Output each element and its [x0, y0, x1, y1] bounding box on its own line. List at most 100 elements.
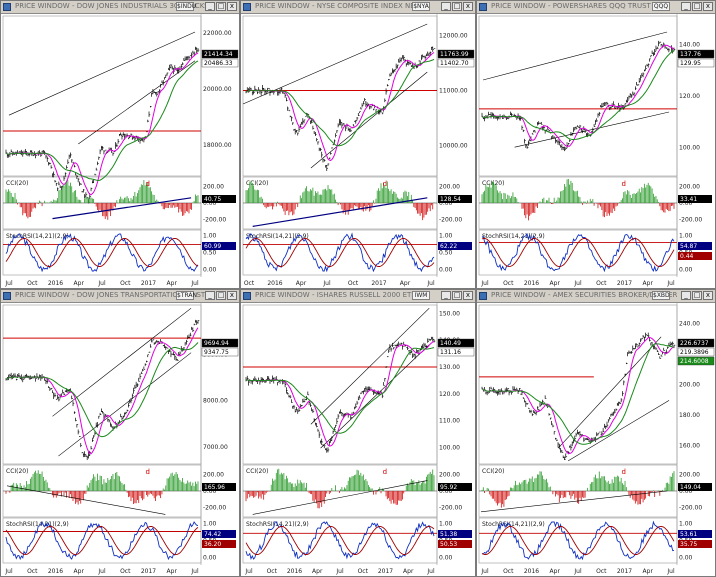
- symbol-spinner[interactable]: $TRAN: [176, 291, 198, 300]
- trend-channel-line: [78, 60, 196, 145]
- minimize-icon[interactable]: _: [205, 291, 215, 300]
- window-titlebar[interactable]: PRICE WINDOW - ISHARES RUSSELL 2000 ETF I…: [241, 290, 475, 303]
- chart-window-6[interactable]: PRICE WINDOW - AMEX SECURITIES BROKER/DE…: [476, 289, 716, 577]
- chart-canvas: 9000.008000.007000.009694.949347.75CCI(2…: [2, 303, 239, 575]
- window-titlebar[interactable]: PRICE WINDOW - NYSE COMPOSITE INDEX NEW $…: [241, 1, 475, 14]
- window-titlebar[interactable]: PRICE WINDOW - DOW JONES TRANSPORTATION …: [1, 290, 239, 303]
- x-axis-label: 2017: [371, 280, 386, 287]
- maximize-icon[interactable]: □: [216, 2, 226, 11]
- cci-tick-label: -200.00: [679, 505, 702, 512]
- price-value-tag: [437, 347, 475, 357]
- stochrsi-panel[interactable]: [478, 229, 678, 276]
- x-axis-label: 2017: [141, 280, 156, 287]
- minimize-icon[interactable]: _: [681, 291, 691, 300]
- price-tick-label: 100.00: [679, 144, 700, 151]
- window-titlebar[interactable]: PRICE WINDOW - DOW JONES INDUSTRIALS 30 …: [1, 1, 239, 14]
- maximize-icon[interactable]: □: [216, 291, 226, 300]
- window-titlebar[interactable]: PRICE WINDOW - POWERSHARES QQQ TRUST QQQ _…: [477, 1, 715, 14]
- x-axis-label: 2016: [287, 568, 302, 575]
- x-axis-label: Apr: [167, 568, 178, 575]
- maximize-icon[interactable]: □: [692, 291, 702, 300]
- cci-divergence-marker: d: [383, 468, 387, 476]
- x-axis-label: Apr: [643, 280, 654, 287]
- x-axis-label: Jul: [97, 568, 106, 575]
- price-value-tag: [201, 347, 239, 357]
- minimize-icon[interactable]: _: [441, 291, 451, 300]
- price-panel[interactable]: [478, 15, 678, 177]
- cci-tick-label: -200.00: [203, 505, 226, 512]
- maximize-icon[interactable]: □: [452, 2, 462, 11]
- maximize-icon[interactable]: □: [452, 291, 462, 300]
- close-icon[interactable]: x: [463, 291, 473, 300]
- stochrsi-title: StochRSI(14,21)(2,9): [482, 233, 545, 240]
- chart-window-1[interactable]: PRICE WINDOW - DOW JONES INDUSTRIALS 30 …: [0, 0, 240, 289]
- minimize-icon[interactable]: _: [681, 2, 691, 11]
- stochrsi-d-line: [5, 526, 199, 556]
- price-value-label: 214.6008: [680, 358, 709, 365]
- moving-average-slow: [481, 343, 675, 445]
- cci-tick-label: 0.00: [203, 200, 217, 207]
- chart-window-4[interactable]: PRICE WINDOW - DOW JONES TRANSPORTATION …: [0, 289, 240, 577]
- chart-window-5[interactable]: PRICE WINDOW - ISHARES RUSSELL 2000 ETF I…: [240, 289, 476, 577]
- price-panel[interactable]: [242, 15, 438, 177]
- chart-window-icon: [479, 3, 487, 11]
- close-icon[interactable]: x: [703, 2, 713, 11]
- cci-tick-label: 0.00: [203, 488, 217, 495]
- x-axis-label: Jul: [335, 568, 344, 575]
- chart-window-icon: [243, 292, 251, 300]
- stochrsi-tick-label: 1.00: [203, 520, 217, 527]
- stochrsi-d-line: [245, 237, 435, 268]
- window-title: PRICE WINDOW - NYSE COMPOSITE INDEX NEW: [255, 2, 422, 10]
- x-axis-label: Apr: [403, 568, 414, 575]
- price-value-label: 9347.75: [204, 349, 229, 356]
- price-value-label: 9694.94: [204, 340, 229, 347]
- x-axis-label: 2017: [617, 568, 632, 575]
- price-value-tag: [201, 49, 239, 59]
- symbol-spinner[interactable]: QQQ: [652, 2, 670, 11]
- stochrsi-title: StochRSI(14,21)(2,9): [482, 521, 545, 528]
- price-tick-label: 10000.00: [439, 143, 468, 150]
- price-tick-label: 130.00: [439, 364, 460, 371]
- x-axis-label: Oct: [120, 568, 131, 575]
- stochrsi-value-tag: [202, 530, 236, 538]
- moving-average-slow: [5, 342, 199, 438]
- cci-tick-label: 200.00: [203, 471, 224, 478]
- price-panel[interactable]: [242, 304, 438, 465]
- price-panel[interactable]: [478, 304, 678, 465]
- stochrsi-panel[interactable]: [2, 517, 202, 564]
- minimize-icon[interactable]: _: [205, 2, 215, 11]
- symbol-spinner[interactable]: $INDU: [176, 2, 197, 11]
- symbol-spinner[interactable]: IWM: [412, 291, 430, 300]
- price-value-tag: [677, 347, 715, 357]
- close-icon[interactable]: x: [227, 2, 237, 11]
- minimize-icon[interactable]: _: [441, 2, 451, 11]
- price-value-label: 11402.70: [440, 60, 469, 67]
- price-tick-label: 12000.00: [439, 33, 468, 40]
- price-panel[interactable]: [2, 304, 202, 465]
- x-axis-label: Oct: [358, 568, 369, 575]
- x-axis-label: 2016: [524, 280, 539, 287]
- symbol-spinner[interactable]: $XBD: [652, 291, 670, 300]
- x-axis-label: Jul: [666, 280, 675, 287]
- price-tick-label: 160.00: [679, 443, 700, 450]
- cci-tick-label: -200.00: [439, 217, 462, 224]
- close-icon[interactable]: x: [227, 291, 237, 300]
- trend-channel-line: [58, 352, 192, 457]
- close-icon[interactable]: x: [463, 2, 473, 11]
- price-value-tag: [677, 356, 715, 366]
- x-axis-label: Apr: [550, 568, 561, 575]
- maximize-icon[interactable]: □: [692, 2, 702, 11]
- chart-window-3[interactable]: PRICE WINDOW - POWERSHARES QQQ TRUST QQQ _…: [476, 0, 716, 289]
- window-titlebar[interactable]: PRICE WINDOW - AMEX SECURITIES BROKER/DE…: [477, 290, 715, 303]
- stochrsi-value-tag: [202, 242, 236, 250]
- x-axis-label: Oct: [27, 568, 38, 575]
- close-icon[interactable]: x: [703, 291, 713, 300]
- stochrsi-title: StochRSI(14,21)(2,9): [6, 233, 69, 240]
- chart-window-2[interactable]: PRICE WINDOW - NYSE COMPOSITE INDEX NEW $…: [240, 0, 476, 289]
- x-axis-label: Oct: [503, 280, 514, 287]
- price-tick-label: 180.00: [679, 412, 700, 419]
- x-axis-label: Apr: [74, 280, 85, 287]
- price-panel[interactable]: [2, 15, 202, 177]
- stochrsi-value-label-2: 0.44: [680, 253, 694, 260]
- symbol-spinner[interactable]: $NYA: [412, 2, 430, 11]
